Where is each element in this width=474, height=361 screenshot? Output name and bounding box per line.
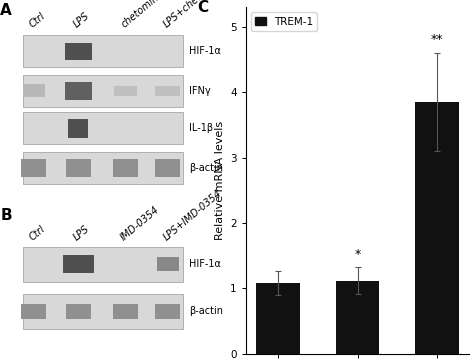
Bar: [66, 304, 91, 319]
Text: β-actin: β-actin: [189, 306, 223, 316]
Text: IMD-0354: IMD-0354: [119, 205, 162, 243]
Bar: [65, 43, 92, 60]
Text: IFNγ: IFNγ: [189, 86, 211, 96]
Bar: [256, 283, 300, 354]
Text: LPS: LPS: [72, 224, 92, 243]
Text: LPS: LPS: [72, 11, 92, 30]
Text: A: A: [0, 4, 12, 18]
Bar: [23, 247, 183, 282]
Bar: [23, 152, 183, 184]
Bar: [415, 102, 459, 354]
Bar: [113, 159, 137, 177]
Bar: [66, 159, 91, 177]
Bar: [63, 256, 94, 273]
Text: *: *: [355, 248, 361, 261]
Bar: [23, 35, 183, 68]
Bar: [336, 280, 380, 354]
Bar: [65, 82, 92, 100]
Text: Ctrl: Ctrl: [27, 11, 47, 30]
Text: LPS+chetomin: LPS+chetomin: [161, 0, 222, 30]
Text: Ctrl: Ctrl: [27, 224, 47, 243]
Bar: [21, 159, 46, 177]
Legend: TREM-1: TREM-1: [251, 12, 318, 31]
Text: HIF-1α: HIF-1α: [189, 259, 221, 269]
Text: HIF-1α: HIF-1α: [189, 47, 221, 56]
Text: B: B: [0, 208, 12, 223]
Text: C: C: [197, 0, 208, 15]
Bar: [23, 84, 45, 97]
Bar: [155, 304, 180, 319]
Text: IL-1β: IL-1β: [189, 123, 213, 134]
Bar: [68, 119, 89, 138]
Text: LPS+IMD-0354: LPS+IMD-0354: [161, 188, 224, 243]
Bar: [23, 113, 183, 144]
Bar: [21, 304, 46, 319]
Bar: [113, 304, 137, 319]
Text: chetomin: chetomin: [119, 0, 160, 30]
Bar: [155, 86, 180, 96]
Y-axis label: Relative mRNA levels: Relative mRNA levels: [215, 121, 225, 240]
Bar: [156, 257, 179, 271]
Text: **: **: [431, 34, 444, 47]
Text: β-actin: β-actin: [189, 163, 223, 173]
Bar: [23, 294, 183, 329]
Bar: [23, 75, 183, 107]
Bar: [155, 159, 180, 177]
Bar: [114, 86, 137, 96]
